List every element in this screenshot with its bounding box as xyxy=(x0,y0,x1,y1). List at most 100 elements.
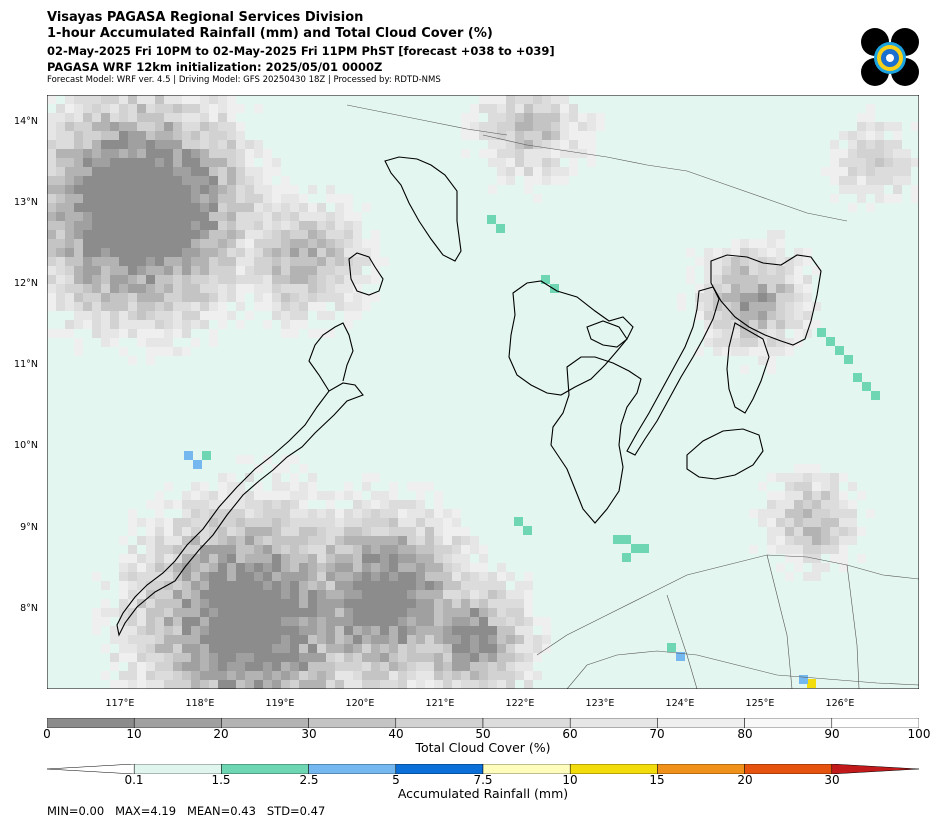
cloud-cell xyxy=(281,680,290,689)
cloud-cell xyxy=(461,113,470,122)
cloud-cell xyxy=(902,176,911,185)
cloud-cell xyxy=(434,680,443,689)
cloud-cell xyxy=(785,491,794,500)
cloud-cell xyxy=(407,500,416,509)
cloud-cell xyxy=(443,518,452,527)
cloud-cell xyxy=(164,104,173,113)
cloud-cell xyxy=(173,176,182,185)
cloud-cell xyxy=(425,680,434,689)
cloud-cell xyxy=(281,671,290,680)
cloud-cell xyxy=(389,671,398,680)
cloud-cell xyxy=(785,509,794,518)
cloud-cell xyxy=(308,608,317,617)
cloud-cell xyxy=(56,122,65,131)
cloud-cell xyxy=(407,554,416,563)
cloud-cell xyxy=(164,212,173,221)
cloud-cell xyxy=(515,608,524,617)
cloud-cell xyxy=(128,329,137,338)
cloud-cell xyxy=(74,104,83,113)
cloud-cell xyxy=(164,275,173,284)
cloud-cell xyxy=(83,284,92,293)
cloud-cell xyxy=(245,518,254,527)
cloud-cell xyxy=(758,257,767,266)
cloud-cell xyxy=(875,185,884,194)
cloud-cell xyxy=(308,536,317,545)
cloud-cell xyxy=(155,599,164,608)
cloud-cell xyxy=(830,167,839,176)
cloud-cell xyxy=(767,500,776,509)
cloud-cell xyxy=(515,158,524,167)
cloud-cell xyxy=(263,248,272,257)
cloud-cell xyxy=(209,491,218,500)
cloud-cell xyxy=(227,509,236,518)
cloud-cell xyxy=(344,545,353,554)
cloud-cell xyxy=(119,680,128,689)
cloud-cell xyxy=(272,590,281,599)
cloud-cell xyxy=(758,266,767,275)
cloud-cell xyxy=(515,599,524,608)
cloud-cell xyxy=(137,302,146,311)
cloud-cell xyxy=(245,617,254,626)
cloud-cell xyxy=(254,617,263,626)
cloud-cell xyxy=(182,293,191,302)
cloud-cell xyxy=(227,671,236,680)
cloud-cell xyxy=(137,338,146,347)
cloud-cell xyxy=(272,167,281,176)
cloud-cell xyxy=(470,572,479,581)
cloud-cell xyxy=(254,545,263,554)
cloud-cell xyxy=(317,644,326,653)
cloud-cell xyxy=(407,644,416,653)
cloud-cell xyxy=(524,113,533,122)
cloud-cell xyxy=(65,149,74,158)
rain-cell xyxy=(667,643,676,652)
cloud-cell xyxy=(290,653,299,662)
cloud-cell xyxy=(236,248,245,257)
cloud-cell xyxy=(335,257,344,266)
cloud-cell xyxy=(191,680,200,689)
cloud-cell xyxy=(479,122,488,131)
cloud-cell xyxy=(704,257,713,266)
cloud-cell xyxy=(875,167,884,176)
rain-colorbar-segment xyxy=(569,764,658,774)
cloud-cell xyxy=(128,554,137,563)
cloud-cell xyxy=(290,581,299,590)
cloud-cell xyxy=(416,617,425,626)
cloud-cell xyxy=(191,527,200,536)
cloud-cell xyxy=(776,248,785,257)
cloud-cell xyxy=(803,509,812,518)
cloud-cell xyxy=(839,518,848,527)
cloud-cell xyxy=(380,527,389,536)
cloud-cell xyxy=(803,293,812,302)
cloud-cell xyxy=(254,167,263,176)
cloud-cell xyxy=(812,563,821,572)
cloud-cell xyxy=(416,572,425,581)
cloud-cell xyxy=(173,104,182,113)
cloud-cell xyxy=(101,239,110,248)
cloud-cell xyxy=(506,140,515,149)
cloud-cell xyxy=(317,203,326,212)
cloud-cell xyxy=(830,158,839,167)
cloud-cell xyxy=(758,482,767,491)
cloud-cell xyxy=(452,527,461,536)
cloud-cell xyxy=(290,230,299,239)
cloud-cell xyxy=(281,545,290,554)
cloud-cell xyxy=(209,293,218,302)
cloud-cell xyxy=(335,662,344,671)
cloud-cell xyxy=(191,113,200,122)
cloud-cell xyxy=(785,320,794,329)
cloud-cell xyxy=(173,275,182,284)
cloud-cell xyxy=(47,302,56,311)
cloud-cell xyxy=(56,248,65,257)
cloud-cell xyxy=(326,221,335,230)
cloud-cell xyxy=(56,230,65,239)
cloud-cell xyxy=(155,104,164,113)
cloud-cell xyxy=(731,320,740,329)
lat-label: 12°N xyxy=(14,278,38,289)
cloud-cell xyxy=(191,581,200,590)
cloud-cell xyxy=(425,527,434,536)
cloud-cell xyxy=(848,203,857,212)
cloud-cell xyxy=(74,338,83,347)
cloud-cell xyxy=(353,590,362,599)
cloud-cell xyxy=(299,194,308,203)
cloud-cell xyxy=(209,563,218,572)
